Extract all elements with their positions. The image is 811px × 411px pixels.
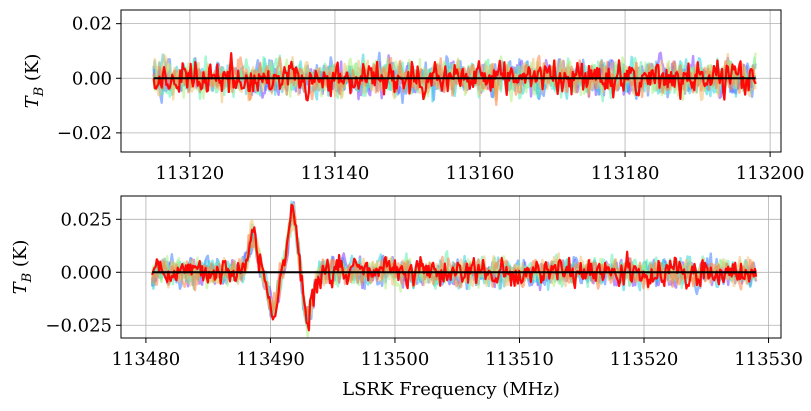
- bottom-x-tick-label: 113480: [112, 349, 181, 370]
- bottom-spectrum-series-7: [150, 210, 758, 318]
- bottom-ticks: 113480 113490 113500 113510 113520 113530 −0.0…: [45, 209, 803, 370]
- top-ticks: 113120 113140 113160 113180 113200 −0.02 0.00 0…: [57, 14, 805, 184]
- bottom-y-tick-label: −0.025: [45, 315, 112, 336]
- bottom-ylabel-unit: (K): [10, 240, 31, 273]
- bottom-y-tick-label: 0.000: [60, 262, 112, 283]
- bottom-x-tick-label: 113520: [610, 349, 679, 370]
- bottom-y-axis-label: TB (K): [10, 240, 35, 295]
- top-ylabel-unit: (K): [22, 54, 43, 87]
- top-ylabel-symbol: T: [22, 94, 43, 108]
- bottom-spectrum-panel: 113480 113490 113500 113510 113520 113530 −0.0…: [10, 195, 803, 400]
- bottom-x-tick-label: 113530: [734, 349, 803, 370]
- bottom-axes-frame: [120, 195, 782, 339]
- top-y-tick-label: −0.02: [57, 123, 112, 144]
- top-axes-frame: [120, 9, 782, 153]
- bottom-x-tick-label: 113490: [236, 349, 305, 370]
- top-x-tick-label: 113120: [156, 163, 225, 184]
- bottom-x-tick-label: 113500: [361, 349, 430, 370]
- top-x-tick-label: 113140: [301, 163, 370, 184]
- bottom-ylabel-symbol: T: [10, 280, 31, 294]
- bottom-x-axis-label: LSRK Frequency (MHz): [342, 379, 560, 400]
- top-y-tick-label: 0.02: [72, 14, 112, 35]
- top-ylabel-subscript: B: [32, 87, 47, 98]
- bottom-ylabel-subscript: B: [20, 273, 35, 284]
- top-x-tick-label: 113180: [591, 163, 660, 184]
- top-y-axis-label: TB (K): [22, 54, 47, 109]
- top-spectrum-panel: 113120 113140 113160 113180 113200 −0.02 0.00 0…: [22, 9, 805, 184]
- top-x-tick-label: 113200: [736, 163, 805, 184]
- top-x-tick-label: 113160: [446, 163, 515, 184]
- bottom-x-tick-label: 113510: [485, 349, 554, 370]
- bottom-series-group: [150, 200, 758, 338]
- bottom-y-tick-label: 0.025: [60, 209, 112, 230]
- top-y-tick-label: 0.00: [72, 68, 112, 89]
